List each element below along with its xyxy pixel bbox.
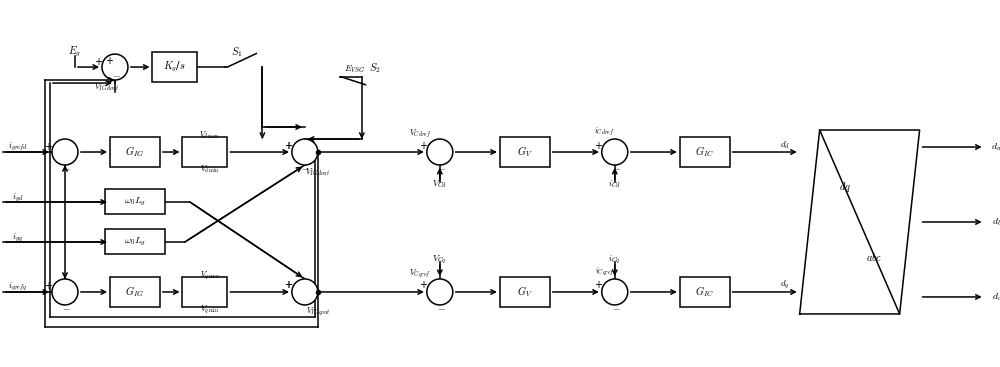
Text: $V_{IGdout}$: $V_{IGdout}$: [94, 81, 120, 93]
Text: $-$: $-$: [437, 302, 446, 312]
Circle shape: [52, 139, 78, 165]
Text: $G_V$: $G_V$: [517, 284, 533, 299]
FancyBboxPatch shape: [110, 277, 160, 307]
FancyBboxPatch shape: [105, 229, 165, 254]
Text: $V_{q\,\mathrm{min}}$: $V_{q\,\mathrm{min}}$: [200, 303, 220, 315]
Text: $V_{Cqref}$: $V_{Cqref}$: [409, 268, 431, 280]
Text: +: +: [105, 55, 113, 66]
Text: $d_b$: $d_b$: [992, 216, 1000, 228]
Text: $d_q$: $d_q$: [780, 279, 789, 291]
Circle shape: [427, 279, 453, 305]
Text: +: +: [419, 141, 427, 150]
Text: $d_d$: $d_d$: [780, 139, 790, 151]
Text: $V_{d\,\mathrm{max}}$: $V_{d\,\mathrm{max}}$: [199, 129, 220, 141]
FancyBboxPatch shape: [182, 137, 227, 167]
Text: +: +: [284, 141, 292, 151]
Text: $-$: $-$: [612, 302, 621, 312]
FancyBboxPatch shape: [152, 52, 197, 82]
Text: $\omega_0 L_g$: $\omega_0 L_g$: [124, 196, 146, 208]
Text: $\omega_0 L_g$: $\omega_0 L_g$: [124, 236, 146, 248]
Text: $i_{Cq}$: $i_{Cq}$: [608, 254, 621, 266]
Text: $-$: $-$: [301, 162, 310, 172]
Text: $G_{IG}$: $G_{IG}$: [125, 284, 144, 299]
Text: $-$: $-$: [437, 162, 446, 172]
Text: +: +: [284, 280, 292, 290]
Text: $V_{Cdref}$: $V_{Cdref}$: [409, 128, 431, 140]
Text: +: +: [44, 281, 52, 291]
Text: $-$: $-$: [112, 69, 121, 79]
Text: $S_2$: $S_2$: [369, 61, 381, 75]
Text: $-$: $-$: [612, 162, 621, 172]
Text: +: +: [284, 280, 292, 290]
Text: $dq$: $dq$: [839, 180, 851, 194]
Circle shape: [292, 139, 318, 165]
Text: $G_{IC}$: $G_{IC}$: [695, 284, 714, 299]
Text: +: +: [419, 280, 427, 290]
Text: $V_{IGqout}$: $V_{IGqout}$: [306, 306, 330, 318]
Text: $G_V$: $G_V$: [517, 145, 533, 159]
Text: $K_g$/$s$: $K_g$/$s$: [163, 60, 186, 74]
FancyBboxPatch shape: [500, 277, 550, 307]
FancyBboxPatch shape: [680, 277, 730, 307]
Polygon shape: [800, 130, 920, 314]
Text: $i_{Cd}$: $i_{Cd}$: [608, 178, 621, 190]
Text: $i_{Cdref}$: $i_{Cdref}$: [594, 126, 615, 138]
Text: $E_{VSG}$: $E_{VSG}$: [344, 63, 365, 75]
Text: $V_{IGdout}$: $V_{IGdout}$: [305, 166, 330, 178]
Text: +: +: [44, 142, 52, 152]
Text: $V_{d\,\mathrm{min}}$: $V_{d\,\mathrm{min}}$: [200, 163, 220, 175]
Circle shape: [602, 139, 628, 165]
FancyBboxPatch shape: [500, 137, 550, 167]
Text: +: +: [94, 57, 102, 66]
Text: $V_{q\,\mathrm{max}}$: $V_{q\,\mathrm{max}}$: [200, 269, 220, 281]
Circle shape: [52, 279, 78, 305]
FancyBboxPatch shape: [110, 137, 160, 167]
Text: $G_{IG}$: $G_{IG}$: [125, 145, 144, 159]
Text: $G_{IC}$: $G_{IC}$: [695, 145, 714, 159]
Text: $-$: $-$: [62, 162, 70, 172]
Text: $V_{Cq}$: $V_{Cq}$: [432, 254, 447, 266]
Text: +: +: [594, 141, 602, 150]
FancyBboxPatch shape: [680, 137, 730, 167]
Text: $V_{Cd}$: $V_{Cd}$: [432, 178, 447, 190]
Text: $abc$: $abc$: [866, 251, 883, 263]
Circle shape: [292, 279, 318, 305]
Text: $i_{gd}$: $i_{gd}$: [12, 192, 24, 204]
FancyBboxPatch shape: [182, 277, 227, 307]
Text: $i_{grefq}$: $i_{grefq}$: [8, 281, 28, 293]
Text: $i_{grefd}$: $i_{grefd}$: [8, 141, 28, 153]
Text: $S_1$: $S_1$: [231, 45, 243, 59]
Text: $i_{gq}$: $i_{gq}$: [12, 232, 23, 244]
Text: +: +: [594, 280, 602, 290]
Text: $d_c$: $d_c$: [992, 291, 1000, 303]
Circle shape: [102, 54, 128, 80]
Text: $E_g$: $E_g$: [68, 45, 82, 59]
Text: $-$: $-$: [62, 302, 71, 312]
Circle shape: [602, 279, 628, 305]
Circle shape: [427, 139, 453, 165]
Text: +: +: [284, 141, 292, 150]
FancyBboxPatch shape: [105, 189, 165, 214]
Text: $i_{Cqref}$: $i_{Cqref}$: [595, 266, 615, 278]
Text: $d_a$: $d_a$: [991, 141, 1000, 153]
